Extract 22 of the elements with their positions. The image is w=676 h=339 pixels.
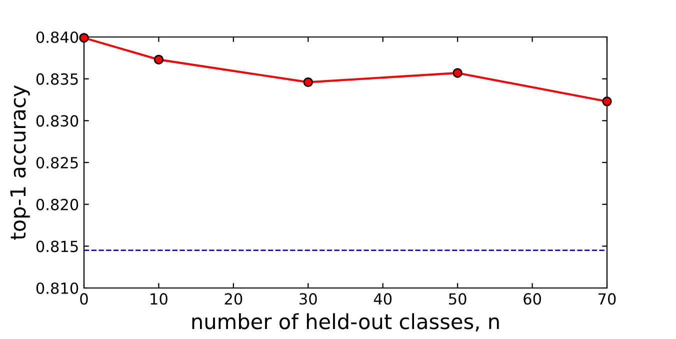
y-axis-title: top-1 accuracy (10, 85, 30, 240)
y-tick-label: 0.835 (36, 73, 78, 85)
point (452, 68, 462, 78)
point (602, 96, 612, 106)
x-tick-label: 40 (374, 293, 392, 305)
x-tick-label: 10 (150, 293, 168, 305)
y-tick-label: 0.830 (36, 115, 78, 127)
x-tick-label: 0 (80, 293, 88, 305)
y-tick-label: 0.820 (36, 198, 78, 210)
point (154, 54, 164, 64)
x-tick-label: 30 (300, 293, 317, 305)
point (303, 77, 314, 88)
y-tick-label: 0.840 (36, 31, 78, 44)
y-tick-label: 0.815 (36, 240, 78, 252)
x-tick-label: 50 (449, 293, 466, 305)
y-tick-label: 0.825 (36, 156, 78, 169)
x-tick-label: 60 (524, 293, 541, 305)
point (79, 32, 89, 43)
y-tick-label: 0.810 (36, 282, 78, 294)
x-axis-title: number of held-out classes, n (192, 313, 499, 332)
x-tick-label: 70 (598, 293, 616, 305)
x-tick-label: 20 (224, 293, 242, 305)
